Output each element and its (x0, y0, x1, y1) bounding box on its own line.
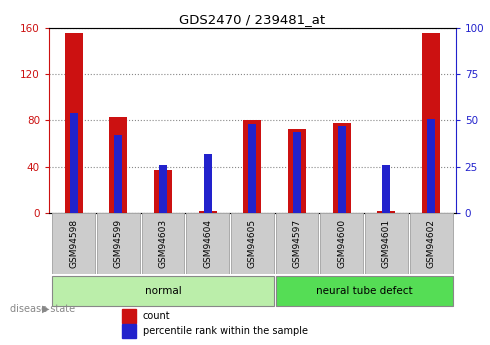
Bar (122, 324, 136, 338)
FancyBboxPatch shape (275, 276, 453, 306)
FancyBboxPatch shape (97, 213, 140, 274)
Bar (154, 170, 172, 213)
Text: normal: normal (145, 286, 181, 296)
Bar (109, 117, 127, 213)
Bar (114, 135, 122, 213)
FancyBboxPatch shape (231, 213, 274, 274)
FancyBboxPatch shape (186, 213, 229, 274)
Text: GSM94601: GSM94601 (382, 219, 391, 268)
FancyBboxPatch shape (365, 213, 408, 274)
Bar (159, 165, 167, 213)
Bar (427, 119, 435, 213)
Bar (244, 120, 261, 213)
Bar (65, 33, 82, 213)
Bar (338, 126, 346, 213)
Text: disease state: disease state (10, 304, 75, 314)
FancyBboxPatch shape (410, 213, 453, 274)
Bar (288, 129, 306, 213)
Text: neural tube defect: neural tube defect (316, 286, 413, 296)
Text: GSM94602: GSM94602 (427, 219, 436, 268)
Text: count: count (143, 311, 170, 321)
Text: GSM94598: GSM94598 (69, 219, 78, 268)
Text: percentile rank within the sample: percentile rank within the sample (143, 326, 308, 336)
Bar (70, 113, 77, 213)
Text: GSM94604: GSM94604 (203, 219, 212, 268)
Bar (382, 165, 391, 213)
FancyBboxPatch shape (275, 213, 319, 274)
Text: GSM94600: GSM94600 (337, 219, 346, 268)
FancyBboxPatch shape (52, 276, 274, 306)
Text: GSM94605: GSM94605 (248, 219, 257, 268)
Text: GSM94597: GSM94597 (293, 219, 301, 268)
FancyBboxPatch shape (142, 213, 184, 274)
FancyBboxPatch shape (320, 213, 363, 274)
Bar (204, 154, 212, 213)
Bar (422, 33, 440, 213)
Bar (377, 211, 395, 213)
Bar (293, 131, 301, 213)
Text: ▶: ▶ (42, 304, 49, 314)
Bar (333, 123, 351, 213)
Bar (122, 309, 136, 323)
Bar (199, 211, 217, 213)
Title: GDS2470 / 239481_at: GDS2470 / 239481_at (179, 13, 325, 27)
FancyBboxPatch shape (52, 213, 95, 274)
Bar (248, 124, 256, 213)
Text: GSM94599: GSM94599 (114, 219, 123, 268)
Text: GSM94603: GSM94603 (158, 219, 168, 268)
